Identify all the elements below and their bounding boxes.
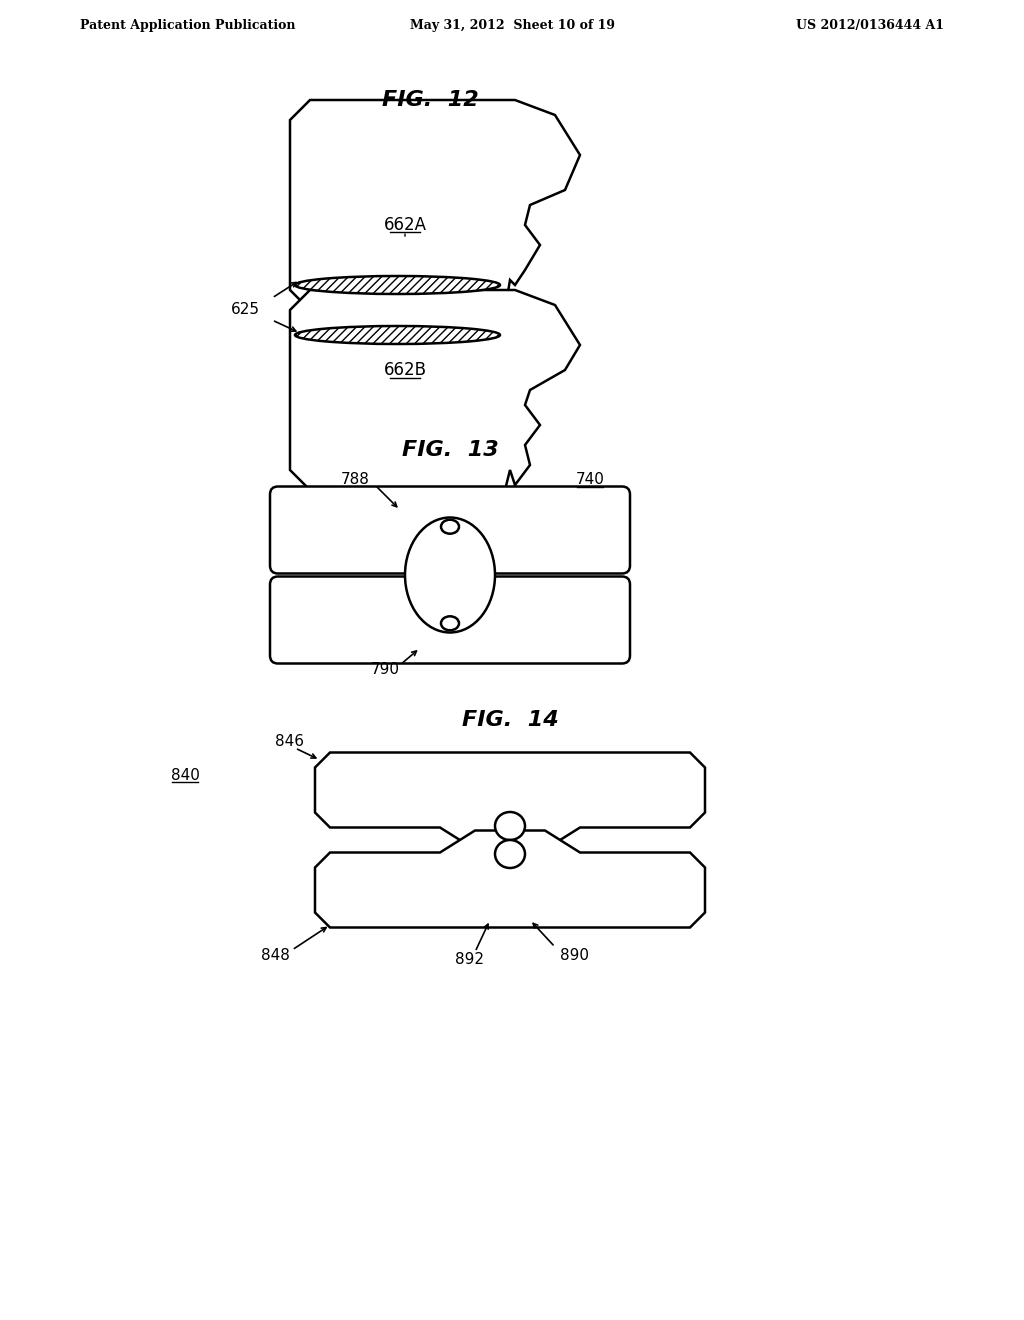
Ellipse shape xyxy=(495,812,525,840)
Text: 662A: 662A xyxy=(384,216,427,234)
Text: May 31, 2012  Sheet 10 of 19: May 31, 2012 Sheet 10 of 19 xyxy=(410,18,614,32)
Text: 846: 846 xyxy=(275,734,304,750)
Ellipse shape xyxy=(441,616,459,631)
PathPatch shape xyxy=(290,290,580,490)
Text: FIG.  14: FIG. 14 xyxy=(462,710,558,730)
PathPatch shape xyxy=(290,100,580,310)
Ellipse shape xyxy=(406,517,495,632)
Ellipse shape xyxy=(441,520,459,533)
Text: 892: 892 xyxy=(456,953,484,968)
Text: Patent Application Publication: Patent Application Publication xyxy=(80,18,296,32)
Text: FIG.  12: FIG. 12 xyxy=(382,90,478,110)
Text: 625: 625 xyxy=(231,302,260,318)
Text: US 2012/0136444 A1: US 2012/0136444 A1 xyxy=(796,18,944,32)
Text: 740: 740 xyxy=(575,473,604,487)
PathPatch shape xyxy=(315,752,705,850)
Text: 662B: 662B xyxy=(384,360,427,379)
PathPatch shape xyxy=(315,830,705,928)
Text: 890: 890 xyxy=(560,948,589,962)
Text: 848: 848 xyxy=(261,948,290,962)
Ellipse shape xyxy=(295,276,500,294)
FancyBboxPatch shape xyxy=(270,577,630,664)
FancyBboxPatch shape xyxy=(270,487,630,573)
Ellipse shape xyxy=(295,326,500,345)
Text: 788: 788 xyxy=(341,473,370,487)
Text: 840: 840 xyxy=(171,767,200,783)
Ellipse shape xyxy=(495,840,525,869)
Text: 790: 790 xyxy=(371,663,400,677)
Text: FIG.  13: FIG. 13 xyxy=(401,440,499,459)
